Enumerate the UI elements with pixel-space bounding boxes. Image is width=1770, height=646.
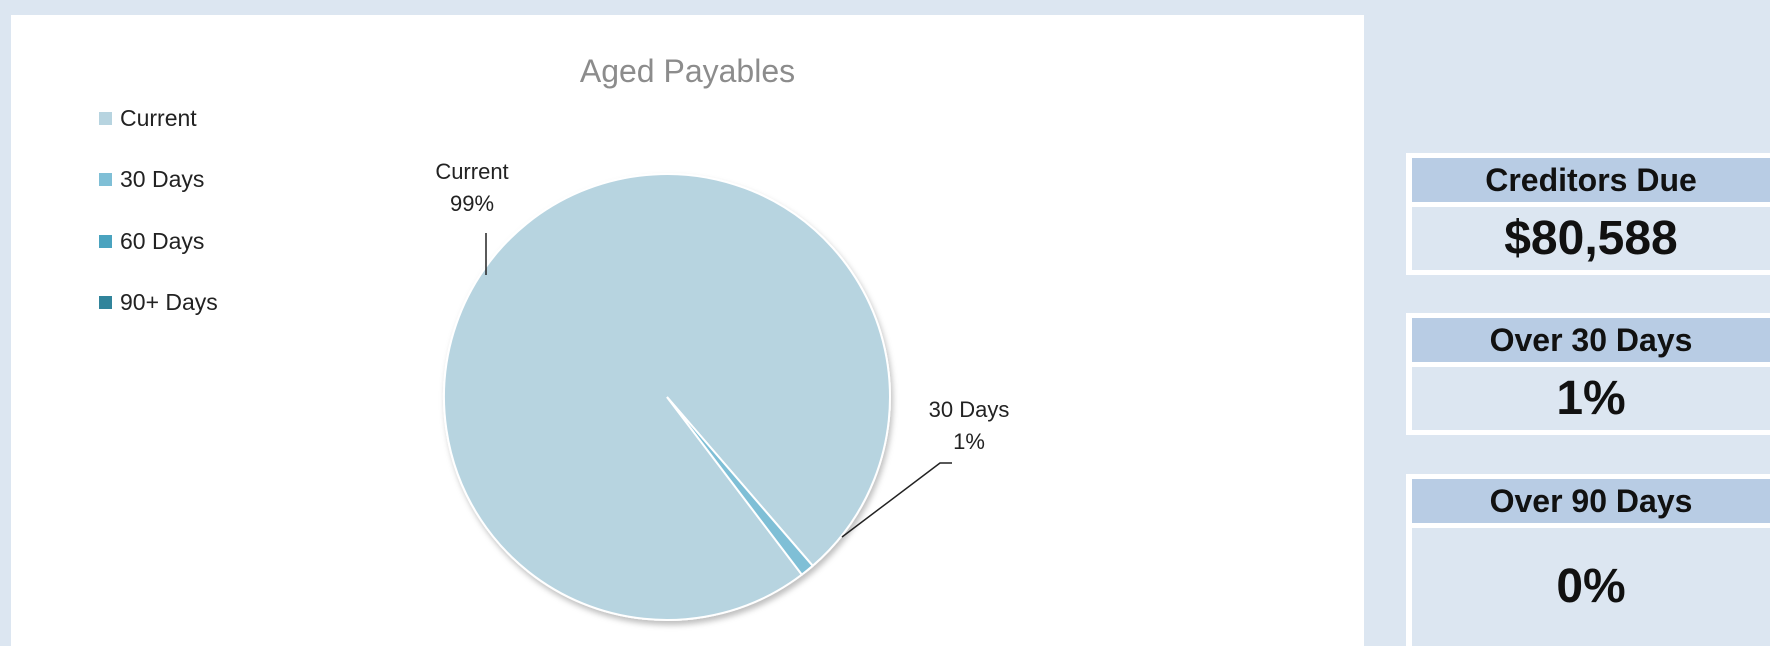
data-label-current-percent: 99%: [450, 191, 494, 216]
kpi-over-30-days: Over 30 Days 1%: [1406, 313, 1770, 435]
pie-slices: [443, 173, 891, 621]
legend-label-90-plus-days: 90+ Days: [120, 289, 218, 315]
legend-label-30-days: 30 Days: [120, 166, 205, 192]
kpi-label: Creditors Due: [1412, 158, 1770, 202]
legend-swatch-30-days: [99, 173, 112, 186]
pie-slice-30-days: [666, 396, 815, 577]
kpi-value: 0%: [1412, 528, 1770, 646]
aged-payables-chart: Aged Payables Current 30 Days 60 Days 90…: [11, 15, 1364, 646]
data-label-current-category: Current: [435, 159, 508, 184]
legend-item-30-days: 30 Days: [99, 165, 218, 195]
legend-swatch-60-days: [99, 234, 112, 248]
legend-item-90-plus-days: 90+ Days: [99, 288, 218, 318]
leader-line-30-days: [841, 462, 952, 538]
chart-title: Aged Payables: [579, 53, 796, 89]
legend-item-60-days: 60 Days: [99, 226, 218, 256]
data-label-30-days-percent: 1%: [953, 429, 985, 454]
kpi-label: Over 30 Days: [1412, 318, 1770, 362]
kpi-over-90-days: Over 90 Days 0%: [1406, 474, 1770, 646]
legend-label-current: Current: [120, 104, 197, 131]
kpi-value: 1%: [1412, 367, 1770, 430]
chart-legend: Current 30 Days 60 Days 90+ Days: [99, 103, 218, 349]
pie-chart: Current 99% 30 Days 1%: [435, 159, 1010, 621]
legend-label-60-days: 60 Days: [120, 227, 205, 254]
legend-swatch-current: [99, 111, 112, 125]
kpi-creditors-due: Creditors Due $80,588: [1406, 153, 1770, 275]
kpi-label: Over 90 Days: [1412, 479, 1770, 523]
legend-swatch-90-plus-days: [99, 296, 112, 309]
legend-item-current: Current: [99, 103, 218, 133]
kpi-value: $80,588: [1412, 207, 1770, 270]
data-label-30-days-category: 30 Days: [929, 397, 1010, 422]
